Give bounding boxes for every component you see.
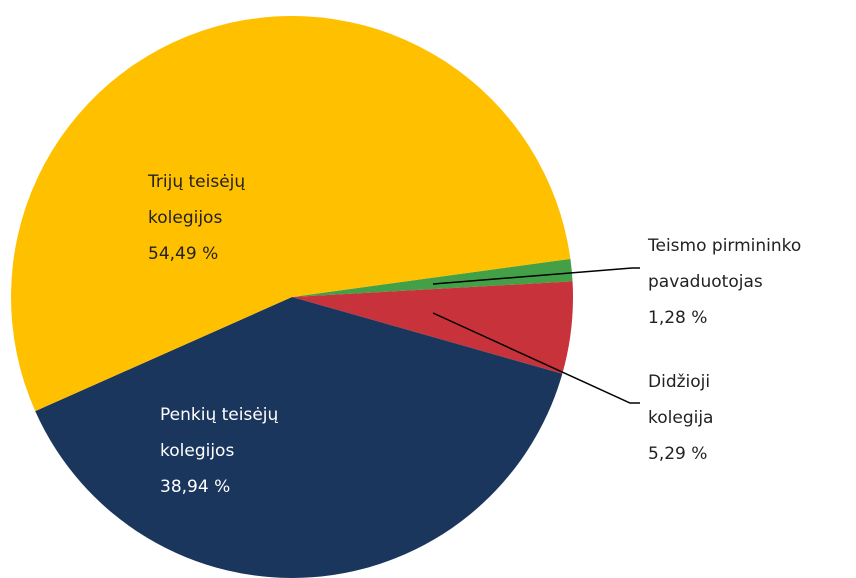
slice-value: 38,94 % (160, 477, 231, 497)
slice-name: Trijų teisėjų kolegijos (148, 172, 246, 228)
slice-label: Didžioji kolegija 5,29 % (648, 364, 748, 472)
pie-slice (292, 258, 573, 297)
slice-value: 54,49 % (148, 244, 219, 264)
slice-name: Penkių teisėjų kolegijos (160, 405, 279, 461)
slice-label: Penkių teisėjų kolegijos 38,94 % (160, 397, 340, 505)
pie-slice (35, 297, 563, 578)
pie-slice (292, 281, 573, 374)
slice-name: Teismo pirmininko pavaduotojas (648, 236, 802, 292)
pie-slice (10, 15, 571, 412)
slice-label: Teismo pirmininko pavaduotojas 1,28 % (648, 228, 856, 336)
slice-label: Trijų teisėjų kolegijos 54,49 % (148, 164, 308, 272)
slice-value: 1,28 % (648, 308, 708, 328)
leader-line (432, 267, 640, 285)
slice-name: Didžioji kolegija (648, 372, 714, 428)
slice-value: 5,29 % (648, 444, 708, 464)
leader-line (432, 312, 640, 404)
